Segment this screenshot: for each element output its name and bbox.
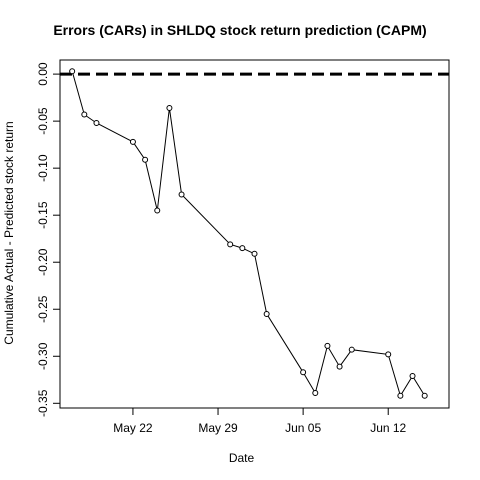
data-point <box>166 104 173 111</box>
data-point <box>239 245 246 252</box>
y-tick-label: -0.10 <box>36 154 50 182</box>
data-point <box>251 250 258 257</box>
data-point <box>324 342 331 349</box>
data-point <box>142 156 149 163</box>
y-tick-label: -0.15 <box>36 201 50 229</box>
y-tick-label: 0.00 <box>36 62 50 86</box>
data-point <box>409 373 416 380</box>
x-axis-label: Date <box>228 451 255 465</box>
data-point <box>385 351 392 358</box>
data-point <box>93 120 100 127</box>
data-point <box>227 241 234 248</box>
data-point <box>81 111 88 118</box>
data-point <box>348 346 355 353</box>
x-tick-label: May 22 <box>113 421 153 435</box>
y-tick-label: -0.05 <box>36 107 50 135</box>
x-tick-label: Jun 12 <box>370 421 406 435</box>
y-tick-label: -0.35 <box>36 389 50 417</box>
data-point <box>421 392 428 399</box>
data-point <box>263 310 270 317</box>
x-tick-label: Jun 05 <box>285 421 321 435</box>
series-line <box>71 71 426 398</box>
y-tick-label: -0.20 <box>36 248 50 276</box>
data-point <box>397 392 404 399</box>
data-point <box>129 138 136 145</box>
data-point <box>69 68 76 75</box>
chart-title: Errors (CARs) in SHLDQ stock return pred… <box>53 22 427 38</box>
plot-frame <box>59 59 450 409</box>
data-point <box>312 389 319 396</box>
data-point <box>336 363 343 370</box>
y-tick-label: -0.25 <box>36 295 50 323</box>
x-tick-label: May 29 <box>198 421 238 435</box>
data-point <box>300 369 307 376</box>
data-point <box>154 207 161 214</box>
data-point <box>178 191 185 198</box>
y-tick-label: -0.30 <box>36 342 50 370</box>
